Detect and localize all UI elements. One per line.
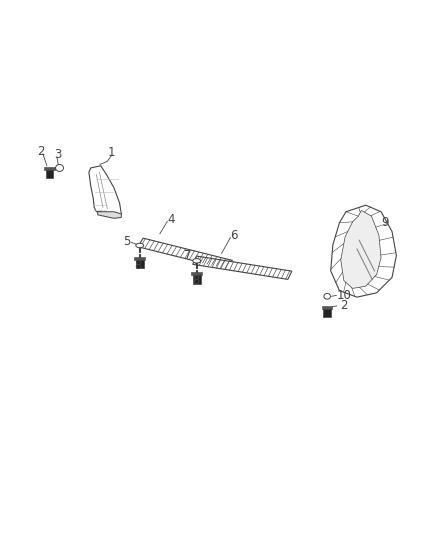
Bar xyxy=(136,258,144,268)
Text: 5: 5 xyxy=(124,235,131,248)
Text: 10: 10 xyxy=(336,289,351,302)
Text: 4: 4 xyxy=(167,213,175,225)
Polygon shape xyxy=(341,211,381,288)
Polygon shape xyxy=(89,166,121,217)
Text: 7: 7 xyxy=(184,249,191,262)
Text: 3: 3 xyxy=(55,148,62,161)
Polygon shape xyxy=(193,256,292,279)
Text: 6: 6 xyxy=(230,229,238,243)
Text: 8: 8 xyxy=(134,259,141,272)
Bar xyxy=(323,307,331,317)
Text: 2: 2 xyxy=(37,146,45,158)
Ellipse shape xyxy=(193,259,201,263)
Ellipse shape xyxy=(136,243,144,248)
Ellipse shape xyxy=(56,165,64,172)
Bar xyxy=(322,306,332,309)
Polygon shape xyxy=(331,205,396,297)
Polygon shape xyxy=(138,238,232,269)
Text: 8: 8 xyxy=(192,274,199,287)
Bar xyxy=(191,272,202,275)
Bar xyxy=(193,273,201,284)
Bar xyxy=(44,167,55,169)
Ellipse shape xyxy=(324,294,330,299)
Polygon shape xyxy=(98,212,121,219)
Text: 2: 2 xyxy=(340,300,348,312)
Text: 1: 1 xyxy=(108,146,116,159)
Bar xyxy=(134,257,145,260)
Text: 9: 9 xyxy=(381,216,389,229)
Bar xyxy=(46,167,53,178)
